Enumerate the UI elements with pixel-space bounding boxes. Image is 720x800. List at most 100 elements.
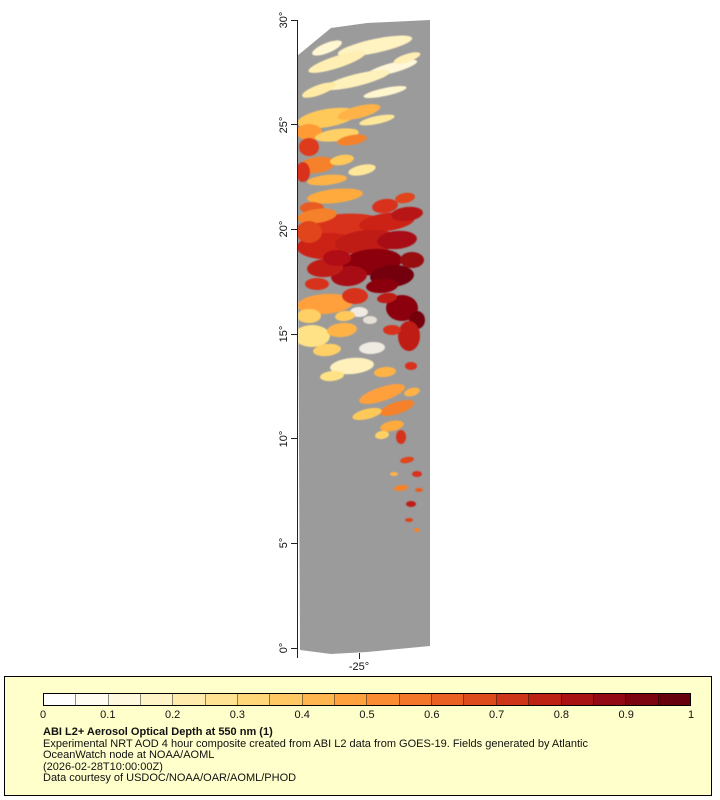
longitude-tick-mark [358, 653, 360, 659]
aerosol-blob [372, 198, 398, 214]
legend-description-line-2: OceanWatch node at NOAA/AOML [43, 749, 215, 762]
aod-colorbar [43, 693, 691, 706]
aerosol-blob [337, 104, 381, 120]
colorbar-segment [44, 694, 77, 705]
aerosol-blob [359, 114, 395, 126]
latitude-tick-mark [291, 438, 297, 440]
aerosol-blob [406, 501, 416, 507]
aerosol-blob [414, 528, 420, 532]
aerosol-blob [394, 484, 408, 492]
colorbar-segment [367, 694, 400, 705]
colorbar-tick-label: 0 [39, 709, 47, 721]
aerosol-blob [363, 316, 377, 324]
latitude-tick-label: 10° [278, 430, 290, 447]
aerosol-blob [352, 407, 382, 421]
aerosol-blob [301, 82, 337, 98]
colorbar-segment [238, 694, 271, 705]
aerosol-blob [379, 400, 415, 416]
latitude-tick-label: 20° [278, 221, 290, 238]
latitude-tick-mark [291, 19, 297, 21]
aerosol-blob [377, 230, 417, 250]
colorbar-segment [432, 694, 465, 705]
aerosol-blob [297, 124, 322, 140]
aerosol-blob [393, 52, 421, 64]
aerosol-blob [383, 325, 401, 335]
aerosol-blob [363, 85, 407, 99]
aerosol-blob [313, 343, 341, 357]
aerosol-blob [412, 471, 422, 477]
aerosol-blob [307, 174, 347, 186]
aerosol-blob [320, 370, 344, 382]
colorbar-tick-label: 0.9 [618, 709, 634, 721]
colorbar-segment [496, 694, 530, 705]
aerosol-blob [330, 357, 374, 375]
aerosol-blob [398, 321, 420, 351]
aerosol-blob [395, 192, 415, 204]
aerosol-blob [307, 188, 363, 204]
aerosol-blob [405, 362, 417, 370]
aerosol-blob [375, 430, 389, 440]
aerosol-blob [359, 341, 385, 355]
colorbar-segment [399, 694, 433, 705]
colorbar-segment [141, 694, 174, 705]
colorbar-tick-labels: 0 0.1 0.2 0.3 0.4 0.5 0.6 0.7 0.8 0.9 1 [39, 709, 694, 722]
colorbar-segment [76, 694, 109, 705]
aerosol-blob [297, 162, 310, 182]
aerosol-blob [377, 292, 397, 304]
legend-description-line-1: Experimental NRT AOD 4 hour composite cr… [43, 737, 588, 750]
aerosol-blob [297, 325, 330, 347]
colorbar-tick-label: 0.5 [359, 709, 375, 721]
aerosol-blob [297, 293, 353, 315]
aerosol-blob [342, 288, 368, 304]
latitude-tick-mark [291, 542, 297, 544]
map-plot: 30° 25° 20° 15° 10° 5° 0° -25° [278, 12, 430, 673]
latitude-tick-label: 5° [278, 538, 290, 549]
aerosol-blob [415, 488, 423, 492]
colorbar-segment [529, 694, 562, 705]
aerosol-blob [404, 387, 420, 397]
aerosol-blob [308, 51, 366, 73]
aerosol-blob [400, 456, 414, 464]
aerosol-blob [348, 164, 376, 176]
colorbar-tick-label: 0.6 [424, 709, 440, 721]
legend-timestamp: (2026-02-28T10:00:00Z) [43, 760, 163, 773]
colorbar-segment [593, 694, 627, 705]
latitude-tick-mark [291, 228, 297, 230]
aerosol-blob [374, 366, 396, 378]
colorbar-segment [302, 694, 336, 705]
colorbar-segment [205, 694, 239, 705]
latitude-tick-label: 25° [278, 116, 290, 133]
aerosol-blob [330, 154, 354, 166]
colorbar-segment [173, 694, 206, 705]
aerosol-blob [391, 206, 423, 222]
colorbar-segment [658, 694, 690, 705]
legend-box: 0 0.1 0.2 0.3 0.4 0.5 0.6 0.7 0.8 0.9 1 ABI L2+ Ae… [4, 676, 712, 796]
aerosol-blob [396, 430, 406, 444]
latitude-tick-mark [291, 124, 297, 126]
latitude-tick-label: 30° [278, 11, 290, 29]
legend-credit: Data courtesy of USDOC/NOAA/OAR/AOML/PHO… [43, 772, 297, 785]
colorbar-segment [270, 694, 303, 705]
colorbar-tick-label: 0.7 [488, 709, 505, 721]
colorbar-tick-label: 0.4 [294, 709, 310, 721]
aerosol-blob [323, 69, 391, 91]
aerosol-blob [380, 420, 404, 432]
aerosol-blob [335, 310, 355, 322]
colorbar-segment [561, 694, 594, 705]
aerosol-blob [327, 322, 357, 338]
aerosol-blob [297, 309, 321, 323]
legend-text-block: ABI L2+ Aerosol Optical Depth at 550 nm … [43, 726, 699, 785]
aerosol-blob [305, 278, 329, 290]
aerosol-blob [297, 208, 337, 224]
latitude-tick-mark [291, 333, 297, 335]
aerosol-blob [390, 472, 398, 476]
aerosol-blob [323, 250, 351, 266]
latitude-tick-mark [291, 647, 297, 649]
colorbar-segment [335, 694, 368, 705]
latitude-tick-label: 0° [278, 642, 290, 654]
aerosol-blob [337, 134, 367, 146]
colorbar-segment [108, 694, 142, 705]
aerosol-blob [337, 35, 413, 57]
aerosol-blob [405, 518, 413, 522]
